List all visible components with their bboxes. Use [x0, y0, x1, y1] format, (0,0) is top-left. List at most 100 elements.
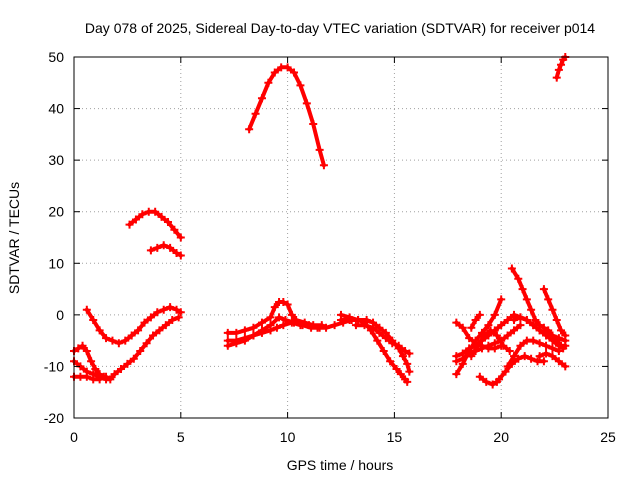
data-point: [510, 352, 519, 361]
data-point: [535, 326, 544, 335]
data-point: [542, 349, 551, 358]
data-point: [279, 321, 288, 330]
data-point: [159, 305, 168, 314]
grid-lines: [74, 57, 608, 418]
y-tick-label: 20: [48, 204, 64, 220]
data-point: [266, 313, 275, 322]
data-point: [240, 336, 249, 345]
series-trace: [454, 297, 504, 377]
data-point: [535, 352, 544, 361]
data-point: [497, 321, 506, 330]
data-point: [452, 370, 461, 379]
data-point: [503, 331, 512, 340]
x-tick-label: 25: [600, 429, 616, 445]
data-point: [106, 375, 115, 384]
data-point: [166, 243, 175, 252]
y-axis-label: SDTVAR / TECUs: [6, 182, 22, 294]
data-marks: [70, 53, 570, 389]
data-point: [467, 323, 476, 332]
series-arc-3: [70, 313, 183, 384]
data-point: [522, 316, 531, 325]
series-arc-6: [146, 241, 185, 260]
data-point: [539, 285, 548, 294]
x-axis-label: GPS time / hours: [287, 457, 394, 473]
data-point: [170, 225, 179, 234]
data-point: [484, 321, 493, 330]
data-point: [281, 316, 290, 325]
data-point: [279, 297, 288, 306]
data-point: [163, 218, 172, 227]
data-point: [174, 313, 183, 322]
data-point: [516, 321, 525, 330]
data-point: [386, 357, 395, 366]
data-point: [275, 313, 284, 322]
tick-labels: 0 5 10 15 20 25 -20 -10 0 10 20 30 40 50: [44, 49, 616, 445]
data-point: [529, 336, 538, 345]
data-point: [249, 323, 258, 332]
data-point: [394, 341, 403, 350]
data-point: [287, 310, 296, 319]
data-point: [473, 341, 482, 350]
data-point: [554, 334, 563, 343]
data-point: [136, 346, 145, 355]
data-point: [520, 352, 529, 361]
data-point: [82, 346, 91, 355]
data-point: [392, 365, 401, 374]
data-point: [114, 339, 123, 348]
data-point: [396, 370, 405, 379]
data-point: [319, 161, 328, 170]
data-point: [345, 316, 354, 325]
data-point: [140, 318, 149, 327]
x-tick-label: 15: [387, 429, 403, 445]
data-point: [157, 212, 166, 221]
data-point: [467, 352, 476, 361]
series-trace: [509, 266, 568, 348]
data-point: [465, 334, 474, 343]
data-point: [337, 316, 345, 325]
data-point: [251, 109, 260, 118]
data-point: [369, 323, 378, 332]
data-point: [270, 303, 279, 312]
data-point: [548, 344, 557, 353]
data-point: [475, 372, 484, 381]
series-trace: [84, 305, 183, 346]
data-point: [151, 207, 160, 216]
data-point: [552, 316, 561, 325]
data-point: [486, 326, 495, 335]
data-point: [82, 305, 91, 314]
data-point: [388, 339, 397, 348]
series-arc-22: [503, 336, 563, 371]
data-point: [539, 357, 548, 366]
x-tick-label: 5: [177, 429, 185, 445]
data-point: [554, 357, 563, 366]
data-point: [142, 339, 151, 348]
series-trace: [72, 315, 181, 382]
data-point: [557, 60, 566, 69]
data-point: [554, 65, 563, 74]
data-point: [138, 210, 147, 219]
data-point: [490, 310, 499, 319]
data-point: [95, 372, 104, 381]
data-point: [264, 78, 273, 87]
series-arc-9: [223, 313, 324, 350]
plot-frame: [73, 56, 609, 419]
data-point: [245, 125, 254, 134]
data-point: [125, 220, 134, 229]
data-point: [116, 365, 125, 374]
series-arc-24: [507, 264, 570, 350]
series-arc-23: [535, 349, 570, 371]
data-point: [110, 370, 119, 379]
data-point: [510, 326, 519, 335]
data-point: [544, 295, 553, 304]
data-point: [499, 341, 508, 350]
data-point: [131, 215, 140, 224]
data-point: [542, 341, 551, 350]
data-point: [452, 352, 461, 361]
data-point: [307, 323, 316, 332]
series-arc-13: [351, 321, 414, 358]
data-point: [283, 300, 292, 309]
data-point: [123, 359, 132, 368]
series-arc-19: [467, 310, 484, 332]
data-point: [74, 344, 83, 353]
